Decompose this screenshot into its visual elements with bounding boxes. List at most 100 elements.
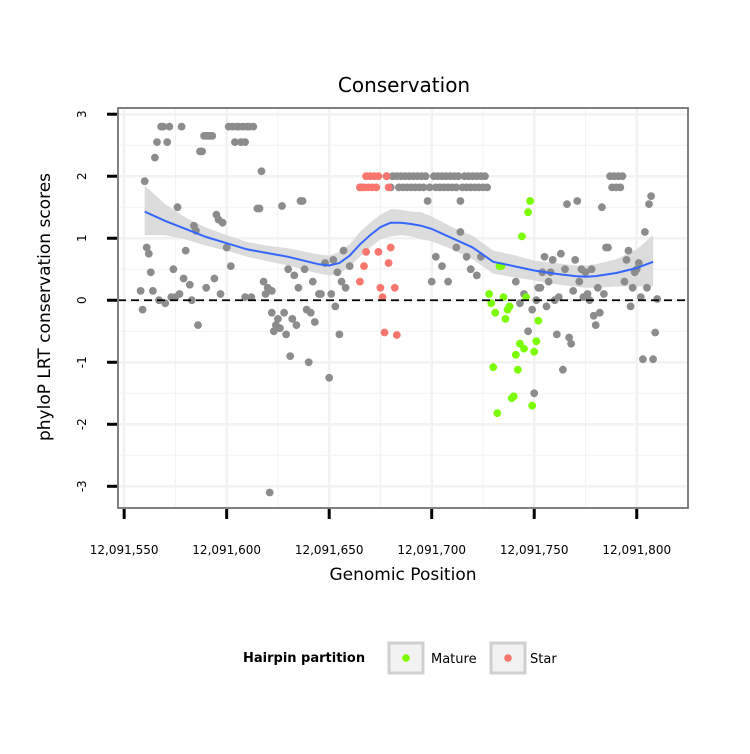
point-mature <box>524 208 532 217</box>
point-other <box>423 197 432 205</box>
point-other <box>624 246 633 255</box>
point-mature <box>493 409 502 417</box>
panel-border <box>117 107 689 509</box>
chart-title: Conservation <box>338 73 470 97</box>
point-other <box>165 122 174 131</box>
point-other <box>339 246 348 255</box>
point-other <box>337 277 346 286</box>
y-tick-label: 1 <box>75 234 89 242</box>
point-other <box>202 283 211 292</box>
point-other <box>425 183 434 192</box>
point-other <box>616 183 625 192</box>
point-star <box>374 248 383 256</box>
point-star <box>378 293 387 301</box>
point-star <box>376 283 385 292</box>
point-mature <box>509 392 518 401</box>
point-star <box>374 172 383 181</box>
x-axis-label: Genomic Position <box>329 565 476 585</box>
point-other <box>618 172 627 181</box>
point-other <box>159 122 168 131</box>
point-other <box>454 172 463 181</box>
point-other <box>198 147 207 156</box>
axis-layer: 12,091,550 12,091,600 12,091,650 12,091,700… <box>75 110 671 557</box>
point-other <box>187 296 196 305</box>
point-other <box>173 203 182 212</box>
point-other <box>600 290 608 298</box>
point-other <box>452 183 461 192</box>
point-other <box>649 355 657 364</box>
point-other <box>163 138 172 147</box>
point-other <box>153 138 161 147</box>
point-other <box>286 352 295 360</box>
point-other <box>300 265 309 274</box>
band-layer <box>144 185 654 288</box>
point-other <box>216 290 225 298</box>
y-tick-label: 3 <box>75 110 89 118</box>
point-other <box>325 373 334 382</box>
point-other <box>516 299 524 308</box>
x-tick-label: 12,091,700 <box>397 543 466 557</box>
point-other <box>175 290 184 298</box>
point-mature <box>534 316 543 325</box>
point-other <box>651 328 660 337</box>
point-other <box>466 265 475 274</box>
point-other <box>620 277 629 286</box>
point-other <box>194 321 202 329</box>
point-other <box>636 293 645 301</box>
x-tick-label: 12,091,750 <box>500 543 569 557</box>
point-other <box>255 204 264 213</box>
y-tick-label: 0 <box>75 296 89 304</box>
point-other <box>304 358 313 367</box>
legend-key-star <box>489 641 527 675</box>
x-tick-label: 12,091,550 <box>90 543 159 557</box>
point-mature <box>505 302 514 311</box>
point-other <box>645 200 653 209</box>
point-mature <box>499 293 508 301</box>
point-other <box>181 246 190 255</box>
legend-label-star: Star <box>530 652 557 667</box>
point-mature <box>532 337 541 346</box>
point-other <box>421 172 430 181</box>
point-other <box>438 262 446 270</box>
point-other <box>331 302 340 311</box>
point-mature <box>528 401 537 410</box>
point-other <box>149 287 157 295</box>
point-other <box>452 243 461 252</box>
point-other <box>557 249 565 258</box>
point-other <box>161 299 170 308</box>
point-other <box>639 355 647 364</box>
legend-dot-mature <box>402 654 410 662</box>
point-other <box>265 488 274 497</box>
point-other <box>138 305 147 314</box>
point-other <box>290 271 299 280</box>
point-other <box>653 295 662 303</box>
point-other <box>647 192 655 201</box>
point-other <box>571 256 580 264</box>
point-star <box>372 183 381 192</box>
point-mature <box>511 350 520 359</box>
smooth-curve <box>144 210 654 278</box>
point-other <box>267 308 276 317</box>
points-layer <box>136 122 662 497</box>
point-other <box>567 339 575 348</box>
point-other <box>329 256 338 264</box>
point-other <box>308 277 317 286</box>
point-other <box>524 327 532 336</box>
y-tick-label: -2 <box>75 418 89 430</box>
point-other <box>561 265 569 274</box>
point-other <box>643 283 651 292</box>
point-other <box>634 259 643 267</box>
point-other <box>565 333 573 342</box>
point-other <box>552 330 561 339</box>
point-star <box>356 277 364 286</box>
confidence-band <box>144 185 654 288</box>
point-other <box>208 132 217 140</box>
point-other <box>146 268 155 277</box>
point-other <box>151 153 159 162</box>
point-other <box>456 228 465 236</box>
point-other <box>427 277 436 286</box>
point-star <box>392 331 401 339</box>
point-star <box>384 259 393 267</box>
point-mature <box>520 344 528 353</box>
